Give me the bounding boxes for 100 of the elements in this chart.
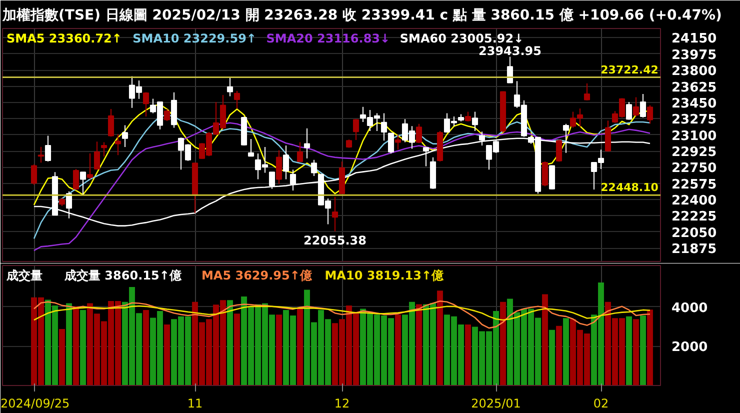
x-tick-label: 2025/01	[471, 396, 521, 410]
candlestick	[604, 120, 612, 152]
x-tick-label: 02	[593, 396, 609, 410]
candlestick	[38, 146, 44, 164]
candlestick	[296, 142, 304, 162]
candlestick	[352, 118, 360, 141]
bar	[647, 310, 653, 386]
y-tick-label: 23625	[672, 80, 717, 96]
candlestick	[72, 168, 80, 191]
text: MA10 3819.13↑億	[324, 268, 445, 282]
bar	[563, 318, 569, 386]
candlestick	[632, 96, 640, 118]
candlestick	[164, 108, 170, 122]
candlestick	[640, 94, 646, 118]
y-tick-label: 23450	[672, 96, 717, 112]
bar	[164, 324, 170, 386]
candlestick	[556, 138, 562, 162]
line-series	[33, 300, 651, 329]
candlestick	[290, 169, 296, 191]
text: SMA60 23005.92↓	[400, 31, 524, 46]
text: SMA10 23229.59↑	[132, 31, 256, 46]
candlestick	[108, 108, 114, 138]
bar	[66, 303, 72, 386]
ref-line-label: 23722.42	[600, 63, 658, 76]
y-tick-label: 22750	[672, 161, 717, 176]
candlestick	[114, 134, 122, 156]
bar	[297, 307, 303, 386]
bar	[626, 316, 632, 386]
candlestick	[94, 141, 100, 170]
bar	[234, 314, 240, 386]
bar	[542, 294, 548, 386]
candlestick	[472, 111, 478, 132]
candlestick	[44, 135, 52, 162]
candlestick	[80, 171, 86, 196]
y-tick-label: 23275	[672, 112, 717, 128]
y-tick-label: 21875	[672, 242, 717, 258]
text: SMA20 23116.83↓	[266, 31, 390, 46]
bar	[143, 310, 149, 386]
ref-line-label: 22448.10	[600, 181, 659, 194]
bar	[465, 324, 471, 386]
x-tick-label: 2024/09/25	[0, 396, 70, 410]
y-tick-label: 22925	[672, 145, 717, 160]
candlestick	[86, 152, 94, 180]
y-tick-label: 23975	[672, 48, 717, 63]
candlestick	[332, 196, 338, 232]
candlestick	[142, 92, 150, 118]
series-label: 成交量 3860.15↑億	[64, 268, 182, 282]
annotation: 22055.38	[303, 233, 367, 248]
candlestick	[30, 164, 38, 186]
candlestick	[226, 77, 234, 97]
text: SMA5 23360.72↑	[6, 31, 122, 46]
bar	[73, 306, 79, 386]
text: MA5 3629.95↑億	[201, 268, 313, 282]
bar	[437, 290, 443, 386]
x-tick-label: 12	[334, 396, 350, 410]
y-tick-label: 22575	[672, 177, 717, 192]
candlestick	[282, 144, 290, 180]
candlestick	[626, 102, 632, 120]
candlestick	[548, 164, 556, 190]
bar	[395, 314, 401, 386]
y-tick-label: 24150	[672, 32, 717, 47]
candlestick	[388, 132, 394, 154]
bar	[276, 314, 282, 386]
candlestick	[646, 104, 654, 124]
y-tick-label: 4000	[672, 300, 708, 316]
y-tick-label: 22400	[672, 194, 717, 209]
annotation: 23943.95	[478, 44, 542, 58]
candlestick	[380, 112, 388, 142]
candlestick	[310, 159, 318, 176]
candlestick	[66, 190, 72, 219]
candlestick	[416, 123, 422, 144]
bar	[640, 315, 646, 386]
bar	[549, 330, 555, 386]
y-tick-label: 22225	[672, 210, 717, 225]
candlestick	[422, 146, 430, 167]
y-tick-label: 23100	[672, 128, 717, 144]
candlestick	[506, 56, 514, 84]
y-tick-label: 22050	[672, 226, 717, 241]
x-tick-label: 11	[187, 396, 203, 410]
bar	[59, 328, 65, 386]
candlestick	[304, 128, 310, 159]
candlestick	[464, 111, 472, 122]
candlestick	[268, 171, 276, 190]
y-tick-label: 2000	[672, 340, 708, 356]
y-tick-label: 23800	[672, 64, 717, 80]
chart-title: 成交量	[6, 268, 42, 282]
bar	[633, 319, 639, 386]
chart-title: 加權指數(TSE) 日線圖 2025/02/13 開 23263.28 收 23399.41 c 點 量 3860.15 億 +109.66 (+0.47%)	[2, 6, 722, 24]
bar	[556, 326, 562, 386]
bar	[500, 302, 506, 386]
candlestick	[584, 82, 590, 101]
candlestick	[122, 124, 128, 148]
candlestick	[394, 134, 402, 150]
candlestick	[542, 161, 548, 187]
candlestick	[248, 138, 254, 158]
candlestick	[100, 142, 108, 158]
bar	[416, 304, 422, 386]
bar	[227, 300, 233, 386]
line-series	[33, 305, 651, 321]
bar	[80, 310, 86, 386]
